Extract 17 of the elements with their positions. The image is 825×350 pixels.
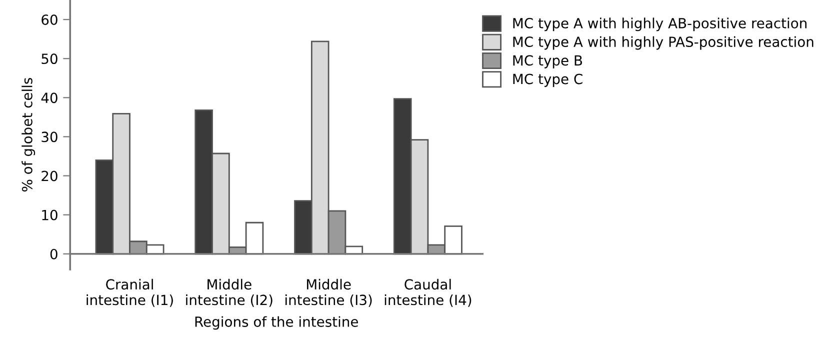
x-tick-label: Middle intestine (I3): [286, 278, 372, 307]
x-tick-label: Middle intestine (I2): [186, 278, 272, 307]
y-tick-label: 30: [42, 132, 58, 142]
y-tick-label: 10: [42, 210, 58, 220]
y-tick-label: 50: [42, 54, 58, 64]
y-tick-label: 20: [42, 170, 58, 182]
y-axis-title: % of globet cells: [22, 78, 36, 192]
x-axis-title: Regions of the intestine: [195, 316, 358, 330]
legend-label: MC type A with highly AB-positive reaction: [513, 18, 806, 32]
y-tick-label: 40: [41, 92, 58, 104]
x-tick-label: Cranial intestine (I1): [86, 278, 173, 307]
legend-label: MC type B: [513, 55, 582, 68]
x-tick-label: Caudal intestine (I4): [384, 278, 472, 307]
legend-label: MC type A with highly PAS-positive reaction: [513, 36, 814, 50]
y-tick-label: 60: [42, 14, 58, 26]
y-tick-label: 0: [50, 248, 58, 260]
legend-label: MC type C: [513, 74, 582, 87]
